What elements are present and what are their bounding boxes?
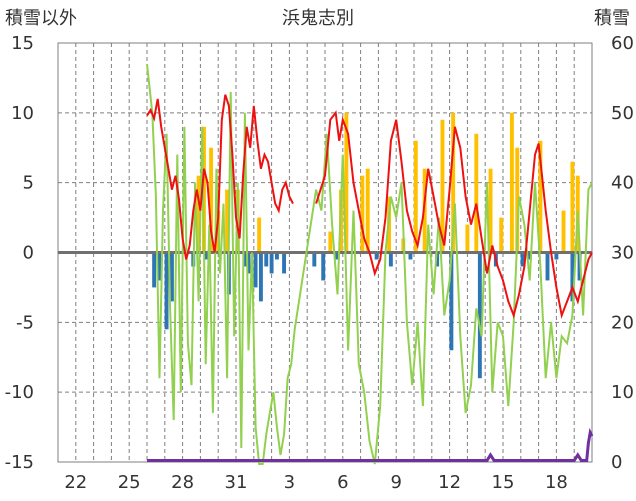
negative-bar — [374, 252, 379, 260]
negative-bar — [321, 252, 326, 281]
left-axis-label: 積雪以外 — [5, 8, 77, 29]
right-tick-label: 30 — [611, 243, 634, 264]
right-tick-label: 60 — [611, 33, 634, 54]
left-tick-label: 10 — [11, 103, 34, 124]
negative-bar-series — [152, 252, 582, 379]
precipitation-bar — [196, 175, 201, 253]
precipitation-bar — [488, 168, 493, 253]
precipitation-bar — [465, 224, 470, 253]
precipitation-bar — [344, 112, 349, 253]
x-tick-label: 22 — [64, 472, 87, 493]
negative-bar — [388, 252, 393, 267]
negative-bar — [554, 252, 559, 260]
green-line-series — [146, 63, 593, 465]
negative-bar — [449, 252, 454, 351]
precipitation-bar — [413, 140, 418, 253]
precipitation-bar — [515, 147, 520, 253]
x-tick-labels: 22 25 28 31 3 6 9 12 15 18 — [64, 472, 568, 493]
negative-bar — [246, 252, 251, 274]
left-tick-label: 0 — [23, 243, 34, 264]
temperature-line-segment — [315, 110, 593, 320]
grid-lines — [58, 43, 592, 462]
precipitation-bar — [257, 217, 262, 253]
negative-bar — [527, 252, 532, 260]
left-tick-label: -10 — [5, 382, 34, 403]
x-tick-label: 6 — [337, 472, 348, 493]
negative-bar — [520, 252, 525, 267]
precipitation-bar — [440, 119, 445, 253]
precipitation-bar — [561, 210, 566, 253]
negative-bar — [335, 252, 340, 260]
negative-bar — [157, 252, 162, 281]
right-tick-label: 10 — [611, 382, 634, 403]
negative-bar — [477, 252, 482, 379]
x-tick-label: 15 — [492, 472, 515, 493]
negative-bar — [164, 252, 169, 330]
right-tick-label: 50 — [611, 103, 634, 124]
temperature-line-series — [146, 94, 294, 260]
right-axis-label: 積雪 — [594, 8, 630, 29]
chart-title: 浜鬼志別 — [282, 8, 354, 29]
negative-bar — [545, 252, 550, 281]
negative-bar — [264, 252, 269, 267]
precipitation-bar — [538, 140, 543, 253]
negative-bar — [408, 252, 413, 260]
left-tick-label: 5 — [23, 173, 34, 194]
left-tick-label: -15 — [5, 452, 34, 473]
x-tick-label: 3 — [284, 472, 295, 493]
right-tick-labels: 60 50 40 30 20 10 0 — [611, 33, 634, 473]
precipitation-bar — [365, 168, 370, 253]
precipitation-bar — [328, 231, 333, 253]
negative-bar — [577, 252, 582, 281]
precipitation-bar — [509, 112, 514, 253]
right-tick-label: 20 — [611, 312, 634, 333]
negative-bar — [253, 252, 258, 288]
x-tick-label: 18 — [545, 472, 568, 493]
precipitation-bar — [422, 168, 427, 253]
negative-bar — [242, 252, 247, 267]
x-tick-label: 28 — [171, 472, 194, 493]
snow-depth-line-series — [147, 427, 594, 462]
negative-bar — [169, 252, 174, 302]
x-tick-label: 9 — [390, 472, 401, 493]
precipitation-bar — [209, 147, 214, 253]
negative-bar — [203, 252, 208, 260]
right-tick-label: 40 — [611, 173, 634, 194]
x-tick-label: 12 — [438, 472, 461, 493]
precipitation-bar — [499, 217, 504, 253]
negative-bar — [258, 252, 263, 302]
precipitation-bar — [451, 112, 456, 253]
x-tick-label: 25 — [118, 472, 141, 493]
precipitation-bar — [474, 133, 479, 253]
negative-bar — [435, 252, 440, 267]
x-tick-label: 31 — [225, 472, 248, 493]
right-tick-label: 0 — [611, 452, 622, 473]
negative-bar — [570, 252, 575, 302]
precipitation-bar — [225, 189, 230, 253]
negative-bar — [312, 252, 317, 267]
negative-bar — [269, 252, 274, 274]
negative-bar — [152, 252, 157, 288]
negative-bar — [282, 252, 287, 274]
left-tick-label: -5 — [16, 312, 34, 333]
precipitation-bar — [360, 175, 365, 253]
left-tick-label: 15 — [11, 33, 34, 54]
left-tick-labels: 15 10 5 0 -5 -10 -15 — [5, 33, 34, 473]
negative-bar — [274, 252, 279, 260]
precipitation-bar — [570, 161, 575, 253]
